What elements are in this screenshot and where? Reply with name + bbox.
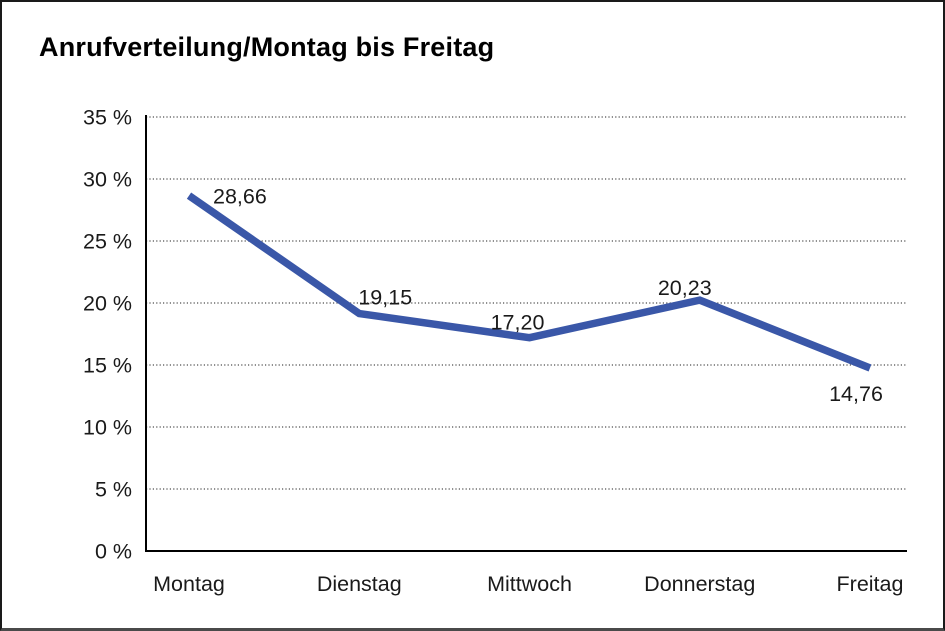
- y-axis-tick-label: 20 %: [83, 292, 132, 316]
- x-axis-category-label: Mittwoch: [487, 572, 572, 596]
- data-line-series: [186, 192, 872, 372]
- data-point-value-label: 20,23: [658, 276, 712, 300]
- data-point-value-label: 19,15: [358, 286, 412, 310]
- chart-title: Anrufverteilung/Montag bis Freitag: [39, 32, 495, 62]
- y-axis-tick-label: 35 %: [83, 106, 132, 130]
- x-axis-category-label: Montag: [153, 572, 225, 596]
- data-point-value-label: 28,66: [213, 185, 267, 209]
- data-point-value-label: 17,20: [491, 311, 545, 335]
- data-point-value-label: 14,76: [829, 382, 883, 406]
- y-axis-tick-label: 10 %: [83, 416, 132, 440]
- y-axis-tick-label: 5 %: [95, 478, 132, 502]
- y-axis-tick-label: 0 %: [95, 540, 132, 564]
- x-axis-category-label: Freitag: [837, 572, 904, 596]
- x-axis-category-label: Dienstag: [317, 572, 402, 596]
- x-axis-category-label: Donnerstag: [644, 572, 755, 596]
- y-axis-tick-label: 15 %: [83, 354, 132, 378]
- y-axis-tick-label: 25 %: [83, 230, 132, 254]
- y-axis-tick-label: 30 %: [83, 168, 132, 192]
